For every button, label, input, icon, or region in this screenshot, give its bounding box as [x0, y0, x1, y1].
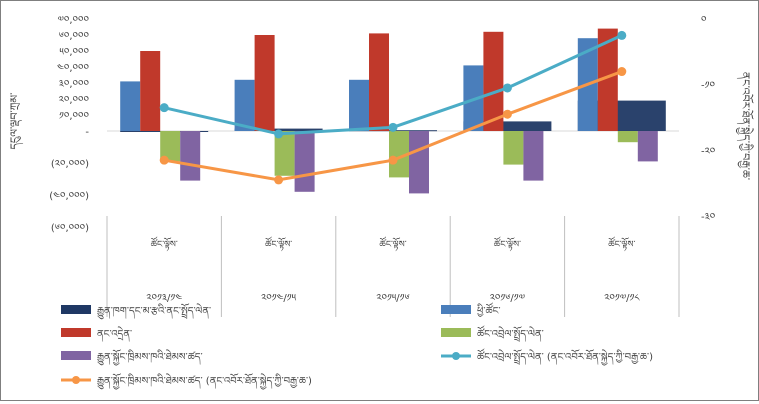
y2-tick-label: -༣༠ [701, 212, 716, 223]
y-tick-label: ༧༠,༠༠༠ [57, 15, 89, 26]
bar [140, 51, 161, 131]
bar [637, 131, 658, 162]
series-point [502, 109, 512, 119]
category-sublabel: ཚོང་ལྟོས་ [379, 236, 406, 252]
legend-group: རྒྱུན་ཁག་དང་མ་རྩའི་ནང་སྤྲོད་ལེན་ ཕྱི་ཚོང་… [61, 302, 653, 390]
bar [349, 79, 369, 131]
category-sublabel: ཚོང་ལྟོས་ [608, 236, 635, 252]
legend-swatch-marker [72, 376, 80, 384]
category-sublabel: ཚོང་ལྟོས་ [265, 236, 292, 252]
legend-label: ཚོང་འབྲེལ་སྤྲོད་ལེན་ (ནང་འབོར་ཐོན་སྐྱེད་… [477, 348, 653, 366]
bar [234, 79, 255, 131]
category-sublabel: ཚོང་ལྟོས་ [494, 236, 521, 252]
legend-label: རྒྱུན་སྐྱོང་ཁྲིམས་ཁའི་ཐེམས་ཚད་ (ནང་འབོར་… [97, 373, 312, 390]
bar [409, 131, 429, 194]
series-point [617, 67, 627, 77]
category-label: ༢༠༡༧/༡༨ [604, 293, 640, 304]
bar [294, 131, 315, 192]
bar [483, 31, 504, 131]
bar [503, 131, 524, 165]
legend-label: རྒྱུན་སྐྱོང་ཁྲིམས་ཁའི་ཐེམས་ཚད་ [97, 349, 203, 366]
bar [180, 131, 201, 181]
y-tick-label: (༦༠,༠༠༠) [51, 223, 89, 234]
legend-label: ཕྱི་ཚོང་ [477, 302, 501, 317]
y2-axis-label: ནང་འབོར་ཐོན་སྐྱེད་ཀྱི་བརྒྱ་ཆ་ [735, 72, 754, 180]
bar [160, 131, 181, 162]
y-tick-label: (༤༠,༠༠༠) [49, 191, 89, 202]
y-tick-label: - [85, 127, 89, 138]
series-line [163, 34, 623, 136]
bar [523, 131, 544, 181]
legend-swatch [441, 305, 471, 314]
y2-tick-label: ༠ [701, 15, 707, 26]
series-point [617, 30, 627, 40]
bar [463, 121, 552, 131]
category-label: ༢༠༡༤/༡༥ [261, 293, 297, 304]
legend-swatch [61, 351, 91, 360]
series-point [502, 83, 512, 93]
series-point [274, 129, 284, 139]
bar [120, 81, 141, 131]
bar [389, 131, 409, 178]
y-tick-label: ༥༠,༠༠༠ [59, 47, 89, 58]
category-label: ༢༠༡༣/༡༤ [146, 293, 182, 304]
category-sublabel: ཚོང་ལྟོས་ [151, 236, 178, 252]
legend-label: རྒྱུན་ཁག་དང་མ་རྩའི་ནང་སྤྲོད་ལེན་ [97, 303, 211, 320]
bar [369, 33, 389, 131]
y-tick-label: ༣༠,༠༠༠ [59, 79, 90, 90]
bar [617, 131, 638, 143]
series-point [274, 175, 284, 185]
y-tick-label: ༢༠,༠༠༠ [59, 95, 90, 106]
category-label: ༢༠༡༥/༡༦ [376, 293, 409, 304]
series-point [388, 122, 398, 132]
legend-swatch-marker [452, 352, 460, 360]
bar [274, 131, 295, 176]
y2-tick-label: -༢༠ [701, 146, 716, 157]
series-point [388, 155, 398, 165]
legend-swatch [61, 328, 91, 337]
legend-swatch [61, 305, 91, 314]
series-point [159, 103, 169, 113]
legend-label: ནང་འདྲེན་ [97, 326, 132, 342]
legend-swatch [441, 328, 471, 337]
legend-label: ཚོང་འབྲེལ་སྤྲོད་ལེན་ [477, 325, 544, 342]
y-tick-label: ༤༠,༠༠༠ [57, 63, 90, 74]
bar [254, 35, 275, 131]
bar [597, 28, 618, 132]
y-tick-label: (༢༠,༠༠༠) [51, 159, 89, 170]
lines-group [159, 30, 627, 185]
series-point [159, 155, 169, 165]
y-axis-label: དངུལ་ལྡབ་ཀྲམ་ [8, 93, 24, 150]
y-tick-label: ༡༠,༠༠༠ [59, 111, 89, 122]
y-tick-label: ༦༠,༠༠༠ [59, 31, 90, 42]
y2-tick-label: -༡༠ [701, 81, 715, 92]
category-label: ༢༠༡༦/༡༧ [490, 293, 525, 304]
